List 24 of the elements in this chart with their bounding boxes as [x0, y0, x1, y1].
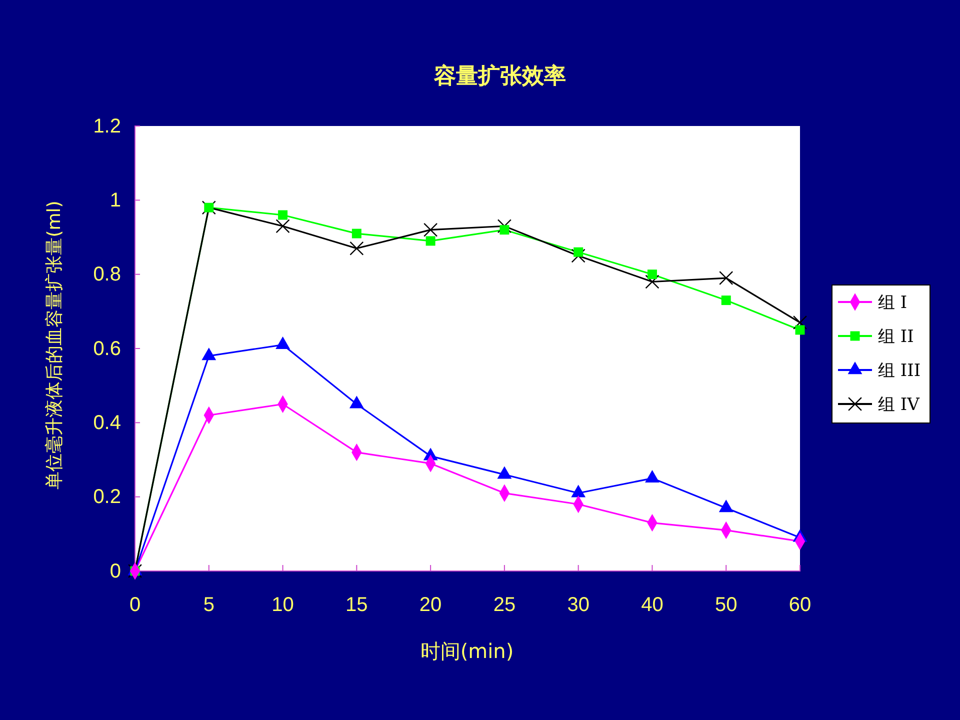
x-tick-label: 50 — [714, 594, 738, 616]
y-tick-label: 0.2 — [93, 486, 121, 508]
legend-label: 组 III — [878, 361, 921, 381]
y-tick-label: 0.8 — [93, 264, 121, 286]
x-tick-label: 40 — [641, 594, 664, 616]
x-tick-label: 0 — [129, 594, 141, 616]
x-tick-label: 5 — [203, 594, 214, 616]
y-axis-title: 单位毫升液体后的血容量扩张量(ml) — [44, 200, 65, 490]
y-tick-label: 1.2 — [93, 115, 121, 138]
legend-label: 组 II — [878, 327, 914, 347]
x-tick-label: 60 — [788, 594, 812, 616]
y-tick-label: 1 — [110, 190, 121, 212]
y-tick-label: 0.4 — [93, 412, 121, 434]
x-axis-title: 时间(min) — [420, 639, 514, 663]
x-tick-label: 15 — [346, 594, 368, 616]
x-tick-label: 10 — [272, 594, 294, 616]
legend-label: 组 I — [878, 293, 908, 313]
y-tick-label: 0.6 — [93, 338, 121, 360]
x-tick-label: 30 — [567, 594, 590, 616]
legend-label: 组 IV — [878, 395, 920, 415]
x-tick-label: 25 — [493, 594, 516, 616]
chart-title: 容量扩张效率 — [433, 63, 566, 89]
y-tick-label: 0 — [110, 560, 121, 582]
x-tick-label: 20 — [419, 594, 442, 616]
